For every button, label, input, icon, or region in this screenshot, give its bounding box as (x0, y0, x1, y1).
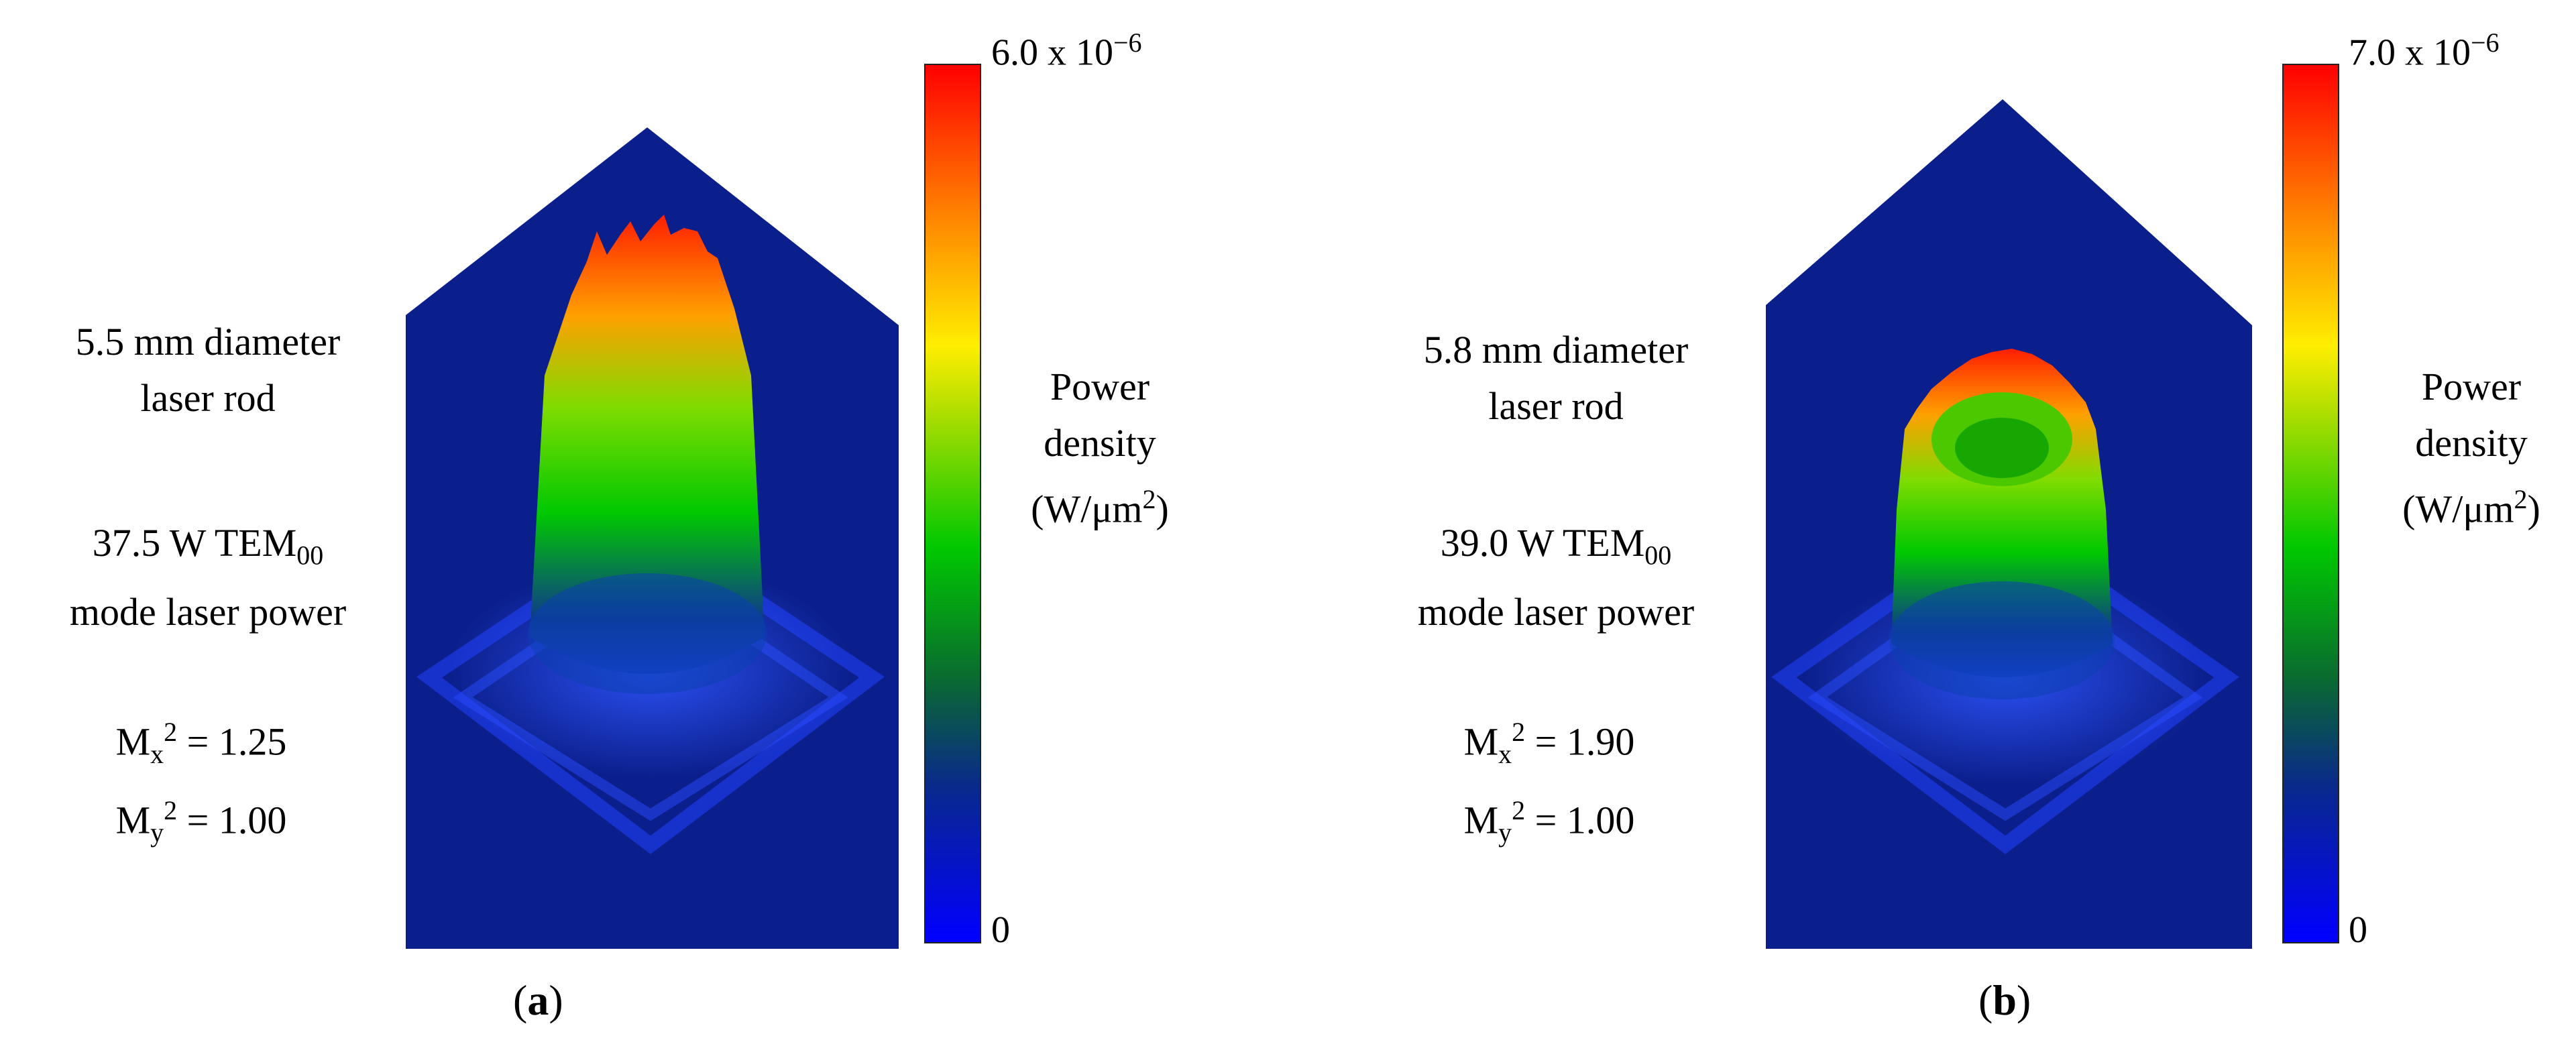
colorbar-min-a: 0 (991, 909, 1010, 951)
surface-plot-b (1766, 99, 2252, 949)
peak-body-a (530, 215, 765, 674)
caption-b: (b) (1978, 976, 2031, 1024)
beam-quality-a: Mx2 = 1.25 My2 = 1.00 (40, 704, 362, 861)
colorbar-min-b: 0 (2349, 909, 2367, 951)
power-label-a: 37.5 W TEM00 mode laser power (69, 521, 347, 634)
my-label-b: My2 = 1.00 (1463, 795, 1635, 848)
power-label-b: 39.0 W TEM00 mode laser power (1417, 521, 1695, 634)
mx-label-a: Mx2 = 1.25 (115, 717, 287, 769)
rod-label-b: 5.8 mm diameter laser rod (1423, 328, 1689, 428)
crater-inner-b (1955, 418, 2049, 478)
rod-label-a: 5.5 mm diameter laser rod (75, 320, 341, 420)
peak-base-b (1889, 581, 2115, 699)
colorbar-label-b: Power density (W/μm2) (2402, 365, 2540, 531)
mx-label-b: Mx2 = 1.90 (1463, 717, 1635, 769)
caption-a: (a) (513, 976, 563, 1024)
colorbar-a (924, 64, 981, 943)
colorbar-max-b: 7.0 x 10−6 (2349, 27, 2500, 74)
colorbar-max-a: 6.0 x 10−6 (991, 27, 1142, 74)
panel-b: 5.8 mm diameter laser rod 39.0 W TEM00 m… (1368, 0, 2576, 1040)
panel-a: 5.5 mm diameter laser rod 37.5 W TEM00 m… (40, 27, 1169, 1024)
my-label-a: My2 = 1.00 (115, 795, 287, 848)
peak-base-a (528, 573, 767, 694)
colorbar-b (2282, 64, 2339, 943)
surface-plot-a (406, 127, 899, 949)
beam-quality-b: Mx2 = 1.90 My2 = 1.00 (1388, 704, 1710, 861)
colorbar-label-a: Power density (W/μm2) (1031, 365, 1169, 531)
